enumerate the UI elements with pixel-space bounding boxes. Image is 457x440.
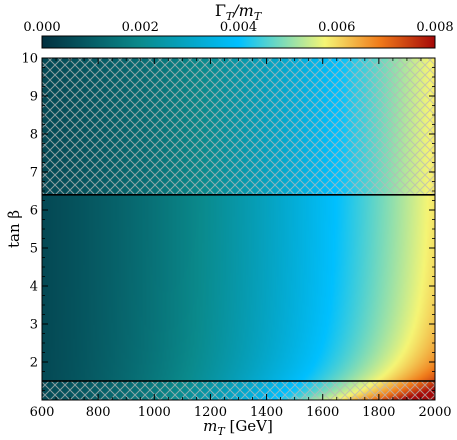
colorbar (41, 35, 436, 49)
colorbar-tick-label: 0.006 (318, 20, 355, 35)
y-tick-label: 7 (30, 166, 38, 181)
y-tick-label: 2 (30, 356, 38, 371)
colorbar-tick-label: 0.008 (416, 20, 453, 35)
y-tick-label: 6 (30, 204, 38, 219)
y-tick-label: 9 (30, 90, 38, 105)
x-tick-label: 1800 (362, 405, 395, 420)
x-tick-label: 800 (86, 405, 111, 420)
y-axis-ticks: 2 3 4 5 6 7 8 9 10 (21, 52, 435, 391)
x-tick-label: 2000 (418, 405, 451, 420)
y-tick-label: 4 (30, 280, 38, 295)
y-tick-label: 10 (21, 52, 38, 67)
x-tick-label: 1000 (138, 405, 171, 420)
colorbar-tick-label: 0.000 (23, 20, 60, 35)
x-axis-label: mT [GeV] (203, 417, 273, 438)
y-tick-label: 3 (30, 318, 38, 333)
x-tick-label: 1200 (194, 405, 227, 420)
excluded-regions (42, 58, 435, 400)
y-tick-label: 8 (30, 128, 38, 143)
x-tick-label: 1400 (250, 405, 283, 420)
x-axis-ticks: 600 800 1000 1200 1400 1600 1800 2000 (30, 58, 452, 420)
y-axis-label: tan β (5, 210, 23, 248)
colorbar-title: ΓT/mT (215, 1, 263, 23)
excluded-high-tanb (42, 58, 435, 195)
x-tick-label: 1600 (306, 405, 339, 420)
excluded-low-tanb (42, 381, 435, 400)
colorbar-tick-label: 0.004 (220, 20, 257, 35)
y-tick-label: 5 (30, 242, 38, 257)
x-tick-label: 600 (30, 405, 55, 420)
colorbar-tick-label: 0.002 (122, 20, 159, 35)
